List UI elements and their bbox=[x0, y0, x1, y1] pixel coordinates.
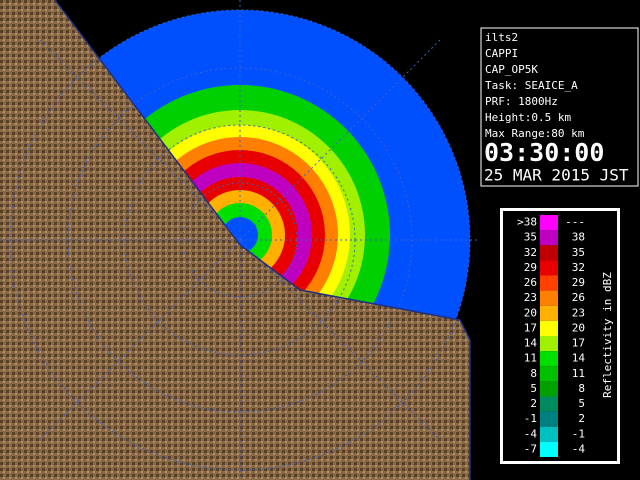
legend-high: 2 bbox=[578, 412, 585, 425]
legend-low: 11 bbox=[524, 352, 537, 365]
legend-low: 14 bbox=[524, 337, 538, 350]
legend-high: -1 bbox=[572, 427, 585, 440]
legend-swatch bbox=[540, 396, 558, 412]
legend-high: -4 bbox=[572, 442, 586, 455]
legend-swatch bbox=[540, 275, 558, 291]
legend-swatch bbox=[540, 260, 558, 276]
legend-swatch bbox=[540, 305, 558, 321]
legend-low: >38 bbox=[517, 216, 537, 229]
legend-high: 29 bbox=[572, 276, 585, 289]
legend-high: 26 bbox=[572, 291, 585, 304]
legend-swatch bbox=[540, 320, 558, 336]
legend-swatch bbox=[540, 381, 558, 397]
legend-low: -1 bbox=[524, 412, 537, 425]
legend-inner bbox=[503, 211, 617, 461]
legend-high: 11 bbox=[572, 367, 585, 380]
legend-swatch bbox=[540, 411, 558, 427]
legend-high: 23 bbox=[572, 306, 585, 319]
legend-low: 2 bbox=[530, 397, 537, 410]
legend: Reflectivity in dBZ >38 --- 35 38 32 35 29 32 26… bbox=[500, 208, 620, 464]
legend-swatch bbox=[540, 336, 558, 352]
map bbox=[0, 0, 480, 480]
info-box bbox=[480, 27, 639, 187]
task: Task: SEAICE_A bbox=[485, 79, 578, 92]
legend-low: 26 bbox=[524, 276, 537, 289]
legend-low: 5 bbox=[530, 382, 537, 395]
legend-low: 35 bbox=[524, 231, 537, 244]
legend-high: 20 bbox=[572, 321, 585, 334]
height: Height:0.5 km bbox=[485, 111, 571, 124]
info-panel: ilts2 CAPPI CAP_OP5K Task: SEAICE_A PRF:… bbox=[480, 27, 639, 187]
legend-low: 23 bbox=[524, 291, 537, 304]
product: CAPPI bbox=[485, 47, 518, 60]
legend-swatch bbox=[540, 366, 558, 382]
legend-high: --- bbox=[565, 216, 585, 229]
legend-low: 20 bbox=[524, 306, 537, 319]
legend-high: 8 bbox=[578, 382, 585, 395]
legend-high: 14 bbox=[572, 352, 586, 365]
legend-swatch bbox=[540, 215, 558, 231]
legend-low: 8 bbox=[530, 367, 537, 380]
coastline bbox=[54, 0, 471, 480]
prf: PRF: 1800Hz bbox=[485, 95, 558, 108]
legend-high: 5 bbox=[578, 397, 585, 410]
legend-high: 38 bbox=[572, 231, 585, 244]
legend-swatch bbox=[540, 441, 558, 457]
date: 25 MAR 2015 JST bbox=[484, 166, 629, 185]
legend-swatch bbox=[540, 245, 558, 261]
legend-high: 32 bbox=[572, 261, 585, 274]
legend-swatch bbox=[540, 230, 558, 246]
legend-title: Reflectivity in dBZ bbox=[601, 272, 614, 398]
range-rings bbox=[0, 0, 480, 480]
legend-low: -4 bbox=[524, 427, 538, 440]
max-range: Max Range:80 km bbox=[485, 127, 585, 140]
legend-swatch bbox=[540, 426, 558, 442]
legend-low: 29 bbox=[524, 261, 537, 274]
legend-low: 17 bbox=[524, 321, 537, 334]
legend-swatch bbox=[540, 351, 558, 367]
legend-low: -7 bbox=[524, 442, 537, 455]
legend-low: 32 bbox=[524, 246, 537, 259]
legend-swatch bbox=[540, 290, 558, 306]
config: CAP_OP5K bbox=[485, 63, 538, 76]
legend-high: 35 bbox=[572, 246, 585, 259]
time: 03:30:00 bbox=[484, 138, 604, 167]
station: ilts2 bbox=[485, 31, 518, 44]
legend-high: 17 bbox=[572, 337, 585, 350]
